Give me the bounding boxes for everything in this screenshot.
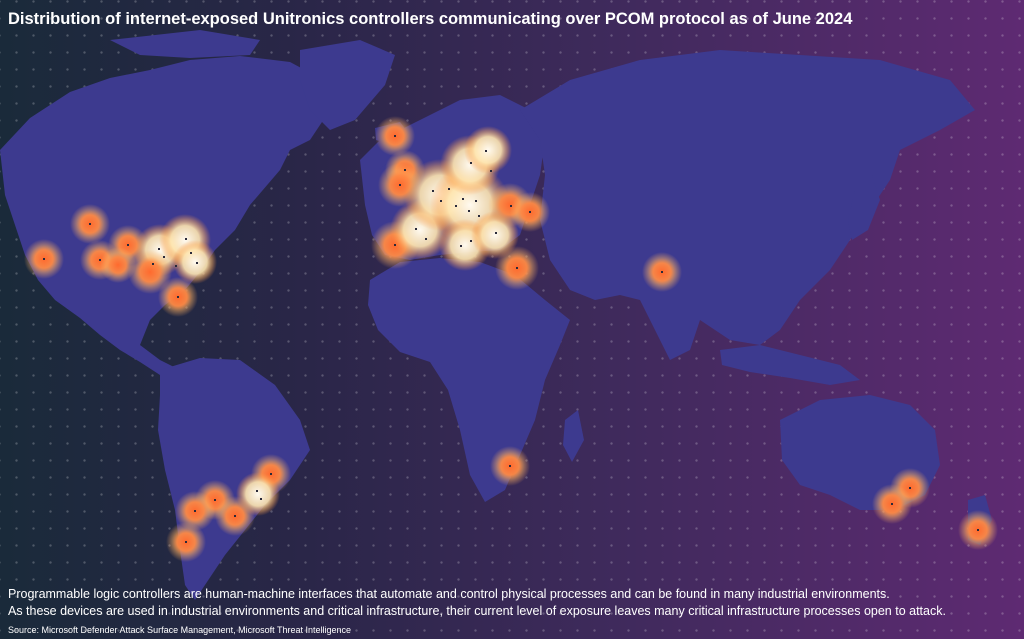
device-point	[470, 240, 472, 242]
device-point	[462, 198, 464, 200]
hotspot-us-northeast-4	[173, 240, 217, 284]
device-point	[415, 228, 417, 230]
device-point	[99, 259, 101, 261]
device-point	[214, 499, 216, 501]
device-point	[661, 271, 663, 273]
device-point	[177, 296, 179, 298]
africa-land	[368, 258, 570, 502]
indonesia-land	[720, 345, 860, 385]
device-point	[190, 252, 192, 254]
device-point	[194, 510, 196, 512]
device-point	[256, 490, 258, 492]
device-point	[440, 200, 442, 202]
description-line-2: As these devices are used in industrial …	[8, 604, 946, 618]
description-line-1: Programmable logic controllers are human…	[8, 587, 890, 601]
device-point	[516, 267, 518, 269]
device-point	[470, 162, 472, 164]
device-points	[43, 135, 979, 543]
hotspot-scandinavia	[464, 126, 512, 174]
device-point	[495, 232, 497, 234]
device-point	[432, 190, 434, 192]
device-point	[485, 150, 487, 152]
device-point	[43, 258, 45, 260]
map-title: Distribution of internet-exposed Unitron…	[8, 10, 853, 28]
device-point	[448, 188, 450, 190]
device-point	[89, 223, 91, 225]
hotspot-us-northeast-3	[128, 250, 172, 294]
device-point	[510, 205, 512, 207]
device-point	[234, 515, 236, 517]
device-point	[399, 184, 401, 186]
landmasses	[0, 30, 992, 600]
device-point	[394, 135, 396, 137]
device-point	[127, 244, 129, 246]
device-point	[529, 211, 531, 213]
device-point	[909, 487, 911, 489]
device-point	[270, 473, 272, 475]
device-point	[425, 238, 427, 240]
asia-land	[520, 50, 975, 360]
device-point	[891, 503, 893, 505]
device-point	[260, 498, 262, 500]
device-point	[460, 245, 462, 247]
device-point	[455, 205, 457, 207]
japan-land	[848, 175, 880, 240]
device-point	[468, 210, 470, 212]
canadian-islands-land	[110, 30, 260, 58]
device-point	[404, 169, 406, 171]
device-point	[158, 248, 160, 250]
device-point	[175, 265, 177, 267]
hotspot-us-central-3	[100, 247, 136, 283]
device-point	[152, 263, 154, 265]
device-point	[196, 262, 198, 264]
device-point	[509, 465, 511, 467]
north-america-land	[0, 56, 330, 385]
device-point	[490, 170, 492, 172]
greenland-land	[300, 40, 395, 130]
device-point	[185, 238, 187, 240]
device-point	[163, 256, 165, 258]
madagascar-land	[563, 410, 584, 462]
source-note: Source: Microsoft Defender Attack Surfac…	[8, 625, 351, 635]
device-point	[977, 529, 979, 531]
device-point	[475, 200, 477, 202]
device-point	[478, 215, 480, 217]
device-point	[185, 541, 187, 543]
device-point	[394, 244, 396, 246]
